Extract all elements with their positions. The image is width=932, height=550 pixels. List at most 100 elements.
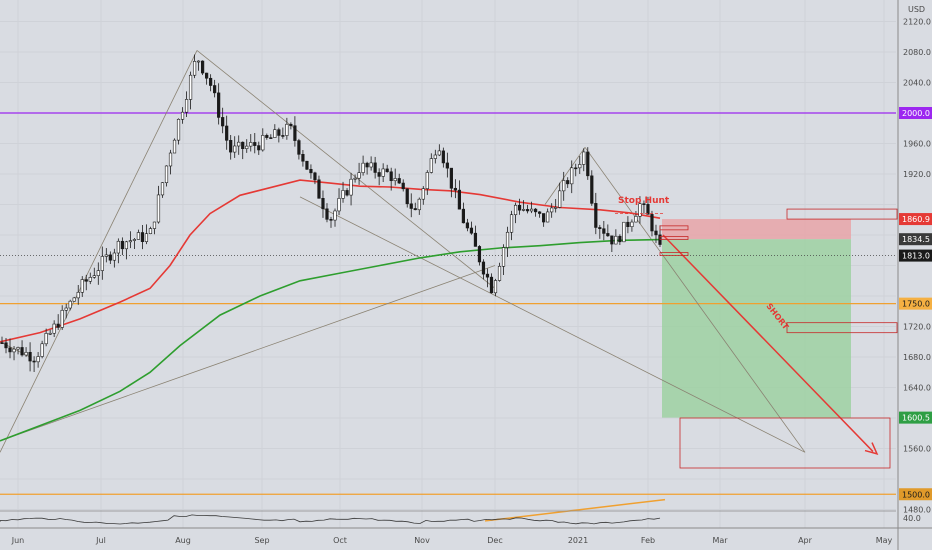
candle — [566, 177, 570, 188]
candle — [626, 216, 630, 234]
candle — [80, 276, 84, 297]
candle-body — [618, 235, 622, 243]
candle-body — [84, 279, 88, 282]
price-tag-bg — [899, 249, 932, 262]
candle — [277, 127, 281, 143]
candle-body — [188, 74, 193, 100]
candle — [449, 167, 453, 198]
candle — [261, 128, 265, 152]
trendline — [0, 265, 496, 442]
price-tag-label: 1860.9 — [902, 215, 930, 224]
candle-body — [156, 194, 161, 223]
candle-body — [196, 60, 201, 63]
candle-body — [168, 152, 173, 167]
candle — [313, 171, 317, 185]
candle-body — [638, 203, 642, 217]
candle — [209, 74, 213, 92]
candle-body — [393, 178, 397, 182]
candle-body — [525, 209, 530, 212]
candle — [225, 115, 229, 150]
candle-body — [517, 204, 522, 211]
candle-body — [124, 241, 128, 250]
candle — [650, 210, 654, 237]
candle — [269, 134, 273, 139]
x-tick-label: Jul — [95, 536, 106, 545]
candle — [241, 141, 245, 160]
candle-body — [172, 139, 177, 154]
candle — [485, 268, 490, 288]
candle — [124, 240, 128, 260]
candle-body — [534, 208, 538, 213]
candle-body — [317, 179, 321, 199]
candle — [377, 168, 381, 186]
candle-body — [20, 347, 24, 356]
candle — [369, 156, 373, 171]
price-tag-bg — [899, 107, 932, 119]
x-tick-label: Jun — [11, 536, 25, 545]
candle — [530, 201, 534, 214]
candles — [0, 54, 662, 373]
candle-body — [253, 142, 257, 146]
candle — [578, 155, 582, 174]
candle — [164, 165, 169, 187]
candle — [72, 296, 76, 302]
candle — [582, 148, 586, 172]
candle-body — [16, 347, 20, 350]
candle-body — [4, 342, 8, 349]
candle — [201, 60, 205, 76]
candle-body — [349, 178, 353, 196]
candle — [602, 221, 606, 241]
candle-body — [28, 351, 32, 362]
candle-body — [586, 151, 590, 177]
candle-body — [180, 111, 185, 120]
trendline — [544, 147, 586, 205]
price-tag-bg — [899, 488, 932, 501]
candle-body — [566, 180, 570, 185]
candle — [493, 278, 498, 297]
candle-body — [598, 227, 602, 230]
candle — [562, 171, 566, 201]
candle — [453, 179, 457, 199]
candle — [136, 229, 141, 240]
candle-body — [365, 162, 369, 168]
candle-body — [485, 273, 490, 278]
candle — [84, 274, 88, 291]
candle-body — [8, 347, 12, 353]
candle-body — [233, 145, 237, 153]
candle-body — [60, 309, 64, 328]
candle — [433, 149, 437, 164]
candle-body — [32, 360, 36, 363]
candle — [68, 299, 72, 311]
candle-body — [297, 140, 301, 155]
orange-trendline — [484, 498, 666, 522]
candle — [429, 153, 433, 174]
candle-body — [213, 85, 217, 94]
candle-body — [405, 188, 409, 205]
candle — [104, 248, 108, 263]
price-tag: 1600.5 — [899, 411, 932, 424]
candle — [36, 352, 40, 368]
candle-body — [429, 158, 433, 173]
trendline — [196, 50, 496, 289]
candle-body — [225, 125, 229, 141]
candle — [100, 246, 104, 280]
candle-body — [538, 211, 542, 214]
candle-body — [273, 129, 277, 138]
candle-body — [594, 203, 598, 228]
candle-body — [44, 333, 48, 345]
price-tag: 2000.0 — [899, 107, 932, 119]
candle-body — [341, 190, 345, 199]
candle — [622, 221, 626, 243]
candle — [172, 138, 177, 154]
candle-body — [546, 211, 550, 223]
position-zones — [662, 219, 851, 418]
ma-slow-line — [0, 238, 661, 442]
candle — [445, 152, 449, 178]
candle — [521, 200, 526, 212]
candle-body — [614, 235, 618, 245]
candle-body — [437, 150, 441, 156]
candle-body — [140, 232, 145, 242]
candle-body — [209, 77, 213, 86]
candle — [168, 149, 173, 175]
